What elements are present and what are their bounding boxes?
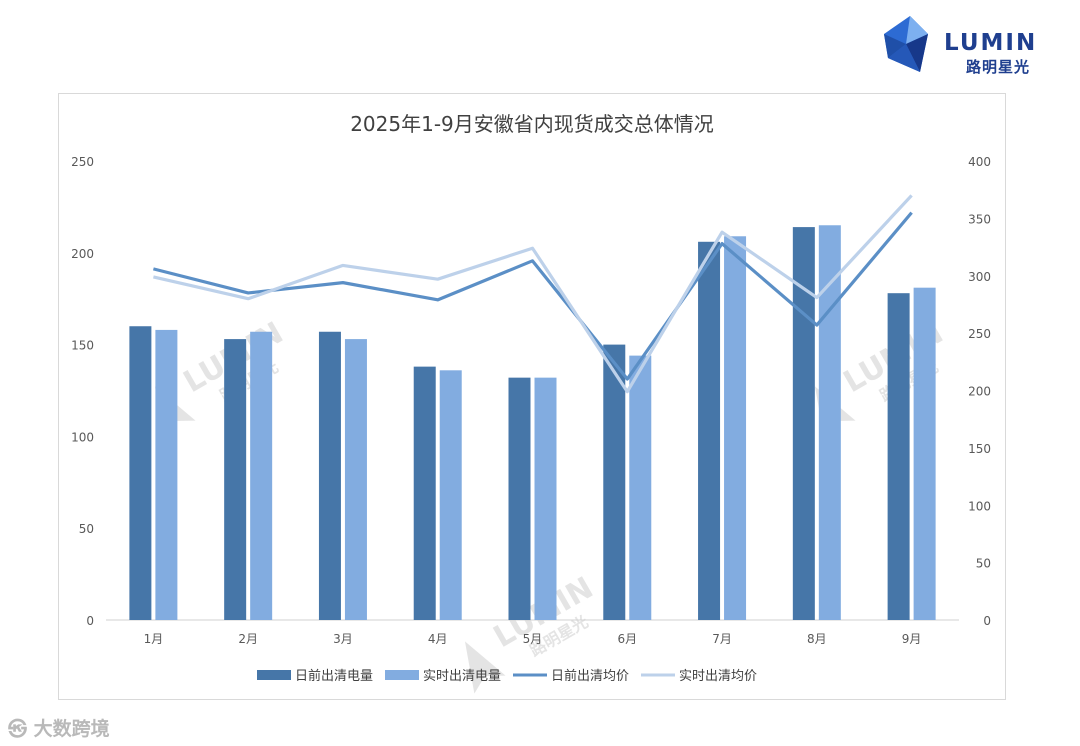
chart-svg: 2025年1-9月安徽省内现货成交总体情况 LUMIN路明星光LUMIN路明星光…	[71, 112, 991, 694]
y-right-tick-label: 50	[976, 557, 991, 571]
y-right-tick-label: 150	[968, 442, 991, 456]
bar-day-ahead-volume	[603, 344, 626, 620]
y-left-tick-label: 250	[71, 155, 94, 169]
x-tick-label: 9月	[902, 632, 922, 646]
x-tick-label: 2月	[238, 632, 258, 646]
x-tick-label: 5月	[523, 632, 543, 646]
y-right-tick-label: 400	[968, 155, 991, 169]
weibo-icon: ㉿	[8, 718, 34, 740]
legend-swatch-bar	[257, 670, 291, 680]
x-tick-label: 7月	[712, 632, 732, 646]
bar-realtime-volume	[344, 339, 367, 620]
y-left-tick-label: 200	[71, 247, 94, 261]
x-tick-label: 3月	[333, 632, 353, 646]
bar-realtime-volume	[724, 236, 747, 620]
y-right-tick-label: 350	[968, 212, 991, 226]
chart-container: 2025年1-9月安徽省内现货成交总体情况 LUMIN路明星光LUMIN路明星光…	[58, 93, 1006, 700]
axes-layer: 0 50 100 150 200 250 0 50 100 150 200 250 300 350 400 1…	[71, 155, 991, 646]
star-logo-icon	[884, 16, 928, 72]
corner-watermark-text: 大数跨境	[33, 718, 110, 740]
line-day-ahead-price	[152, 211, 913, 381]
bar-day-ahead-volume	[508, 377, 531, 620]
x-tick-label: 8月	[807, 632, 827, 646]
bar-day-ahead-volume	[698, 241, 721, 620]
bar-realtime-volume	[250, 331, 273, 620]
lines-layer	[152, 194, 913, 394]
legend-label: 日前出清电量	[295, 668, 373, 684]
watermark-star-icon	[464, 641, 506, 694]
y-left-tick-label: 150	[71, 339, 94, 353]
legend-label: 实时出清电量	[423, 669, 501, 684]
legend: 日前出清电量 实时出清电量 日前出清均价 实时出清均价	[257, 668, 757, 684]
y-left-tick-label: 0	[86, 614, 94, 628]
corner-watermark: ㉿ 大数跨境	[8, 714, 110, 741]
y-right-tick-label: 0	[983, 614, 991, 628]
bar-day-ahead-volume	[792, 227, 815, 620]
x-tick-label: 6月	[617, 632, 637, 646]
bar-realtime-volume	[534, 377, 557, 620]
chart-title: 2025年1-9月安徽省内现货成交总体情况	[350, 112, 714, 136]
bar-realtime-volume	[818, 225, 841, 620]
bar-day-ahead-volume	[318, 331, 341, 620]
legend-label: 实时出清均价	[679, 669, 757, 684]
brand-cn-name: 路明星光	[966, 58, 1031, 76]
line-realtime-price	[153, 194, 913, 394]
bar-day-ahead-volume	[887, 293, 910, 620]
bar-realtime-volume	[155, 329, 178, 620]
bar-day-ahead-volume	[224, 339, 247, 620]
bars-layer	[129, 225, 936, 620]
x-tick-label: 4月	[428, 632, 448, 646]
brand-logo	[880, 14, 1050, 76]
y-left-tick-label: 100	[71, 430, 94, 444]
y-right-tick-label: 100	[968, 499, 991, 513]
y-right-tick-label: 250	[968, 327, 991, 341]
y-right-tick-label: 200	[968, 385, 991, 399]
x-tick-label: 1月	[144, 632, 164, 646]
bar-realtime-volume	[629, 355, 652, 620]
legend-swatch-bar	[385, 670, 419, 680]
y-left-tick-label: 50	[79, 522, 94, 536]
brand-name: LUMIN	[944, 30, 1038, 56]
bar-day-ahead-volume	[413, 366, 436, 620]
bar-realtime-volume	[913, 287, 936, 620]
bar-day-ahead-volume	[129, 326, 152, 620]
legend-label: 日前出清均价	[551, 668, 629, 684]
y-right-tick-label: 300	[968, 270, 991, 284]
bar-realtime-volume	[439, 370, 462, 620]
